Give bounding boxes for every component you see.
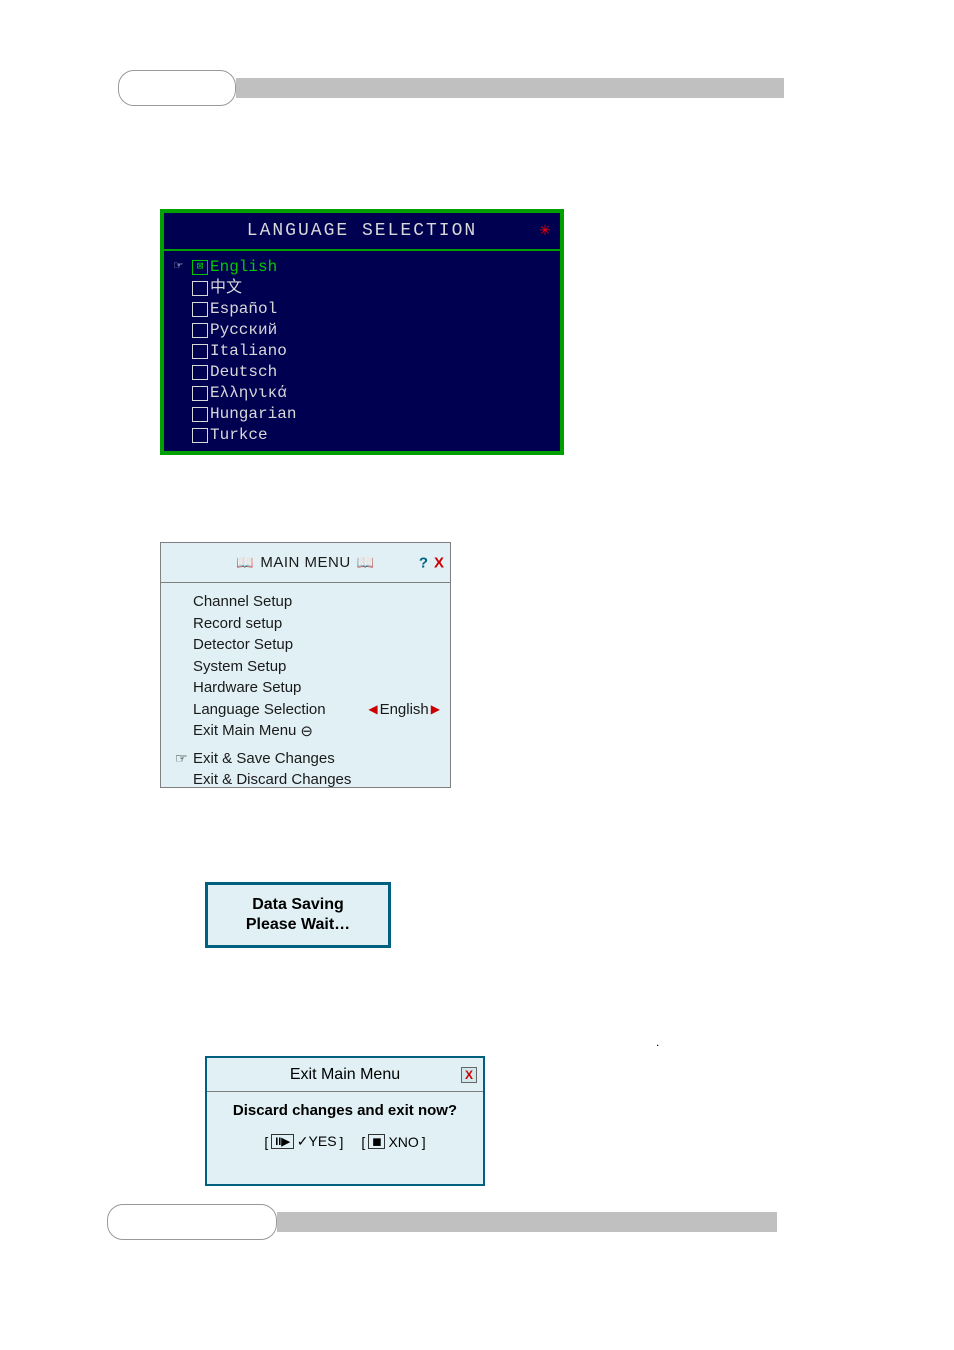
language-panel-title: LANGUAGE SELECTION xyxy=(247,221,477,241)
exit-main-menu-dialog: Exit Main Menu X Discard changes and exi… xyxy=(205,1056,485,1186)
bottom-gray-bar xyxy=(277,1212,777,1232)
pointer-icon: ☞ xyxy=(174,257,192,278)
close-icon[interactable]: X xyxy=(461,1067,477,1083)
language-item-espanol[interactable]: Español xyxy=(174,299,546,320)
book-icon: 📖 xyxy=(357,554,375,571)
checkbox-icon xyxy=(192,407,208,422)
checkbox-icon xyxy=(192,365,208,380)
checkbox-icon xyxy=(192,344,208,359)
checkbox-icon xyxy=(192,428,208,443)
settings-icon[interactable]: ✳ xyxy=(536,222,554,240)
language-label: Turkce xyxy=(210,425,268,446)
checkbox-icon: ⊠ xyxy=(192,260,208,275)
menu-item-label: Channel Setup xyxy=(193,593,292,610)
menu-item-detector-setup[interactable]: Detector Setup xyxy=(175,634,440,656)
close-icon[interactable]: X xyxy=(434,554,444,571)
language-label: Italiano xyxy=(210,341,287,362)
saving-line2: Please Wait… xyxy=(246,915,350,935)
saving-line1: Data Saving xyxy=(252,895,344,915)
main-menu-header: 📖 MAIN MENU 📖 ? X xyxy=(161,543,450,583)
checkbox-icon xyxy=(192,386,208,401)
main-menu-body: Channel Setup Record setup Detector Setu… xyxy=(161,583,450,795)
data-saving-dialog: Data Saving Please Wait… xyxy=(205,882,391,948)
submenu-label: Exit & Save Changes xyxy=(193,750,335,767)
top-gray-bar xyxy=(236,78,784,98)
language-panel-header: LANGUAGE SELECTION ✳ xyxy=(164,213,560,251)
language-list: ☞ ⊠ English 中文 Español Русский Italiano xyxy=(164,251,560,452)
book-icon: 📖 xyxy=(236,554,254,571)
collapse-icon: ⊖ xyxy=(300,722,313,740)
language-label: Hungarian xyxy=(210,404,296,425)
main-menu-panel: 📖 MAIN MENU 📖 ? X Channel Setup Record s… xyxy=(160,542,451,788)
menu-item-label: Exit Main Menu xyxy=(193,722,296,739)
menu-item-system-setup[interactable]: System Setup xyxy=(175,656,440,678)
checkbox-icon xyxy=(192,281,208,296)
language-item-greek[interactable]: Ελληνικά xyxy=(174,383,546,404)
language-item-chinese[interactable]: 中文 xyxy=(174,278,546,299)
pointer-icon: ☞ xyxy=(175,750,193,767)
language-item-deutsch[interactable]: Deutsch xyxy=(174,362,546,383)
exit-dialog-prompt: Discard changes and exit now? xyxy=(215,1102,475,1119)
stop-icon: ◼ xyxy=(368,1134,385,1149)
yes-label: ✓YES xyxy=(297,1133,337,1150)
triangle-left-icon[interactable]: ◀ xyxy=(368,702,377,716)
exit-dialog-buttons: [II▶ ✓YES] [◼ XNO] xyxy=(215,1133,475,1150)
language-item-russian[interactable]: Русский xyxy=(174,320,546,341)
no-button[interactable]: [◼ XNO] xyxy=(361,1133,425,1150)
main-menu-title-text: MAIN MENU xyxy=(260,554,350,571)
menu-item-label: Record setup xyxy=(193,615,282,632)
checkbox-icon xyxy=(192,323,208,338)
menu-item-exit-main-menu[interactable]: Exit Main Menu ⊖ xyxy=(175,720,440,742)
menu-item-label: Hardware Setup xyxy=(193,679,301,696)
yes-button[interactable]: [II▶ ✓YES] xyxy=(264,1133,343,1150)
menu-item-channel-setup[interactable]: Channel Setup xyxy=(175,591,440,613)
menu-item-language-selection[interactable]: Language Selection ◀ English ▶ xyxy=(175,699,440,721)
menu-item-label: Language Selection xyxy=(193,701,326,718)
language-selection-panel: LANGUAGE SELECTION ✳ ☞ ⊠ English 中文 Espa… xyxy=(160,209,564,455)
language-label: Русский xyxy=(210,320,277,341)
play-pause-icon: II▶ xyxy=(271,1134,294,1149)
menu-item-value: ◀ English ▶ xyxy=(368,701,440,718)
checkbox-icon xyxy=(192,302,208,317)
menu-item-label: Detector Setup xyxy=(193,636,293,653)
stray-dot: . xyxy=(656,1035,659,1049)
top-rounded-box xyxy=(118,70,236,106)
no-label: XNO xyxy=(388,1134,418,1150)
menu-item-hardware-setup[interactable]: Hardware Setup xyxy=(175,677,440,699)
language-item-english[interactable]: ☞ ⊠ English xyxy=(174,257,546,278)
exit-dialog-title: Exit Main Menu xyxy=(290,1066,400,1084)
exit-dialog-body: Discard changes and exit now? [II▶ ✓YES]… xyxy=(207,1092,483,1154)
menu-item-record-setup[interactable]: Record setup xyxy=(175,613,440,635)
language-item-hungarian[interactable]: Hungarian xyxy=(174,404,546,425)
bottom-rounded-box xyxy=(107,1204,277,1240)
language-label: Español xyxy=(210,299,277,320)
language-item-turkce[interactable]: Turkce xyxy=(174,425,546,446)
language-label: Ελληνικά xyxy=(210,383,287,404)
language-label: Deutsch xyxy=(210,362,277,383)
menu-item-label: System Setup xyxy=(193,658,286,675)
exit-dialog-header: Exit Main Menu X xyxy=(207,1058,483,1092)
main-menu-title: 📖 MAIN MENU 📖 xyxy=(236,554,374,571)
submenu-exit-save[interactable]: ☞ Exit & Save Changes xyxy=(175,748,440,770)
language-label: English xyxy=(210,257,277,278)
triangle-right-icon[interactable]: ▶ xyxy=(431,702,440,716)
submenu-exit-discard[interactable]: Exit & Discard Changes xyxy=(175,769,440,791)
help-icon[interactable]: ? xyxy=(419,554,428,571)
language-item-italiano[interactable]: Italiano xyxy=(174,341,546,362)
language-label: 中文 xyxy=(210,278,242,299)
submenu-label: Exit & Discard Changes xyxy=(193,771,351,788)
selected-language: English xyxy=(380,701,429,718)
